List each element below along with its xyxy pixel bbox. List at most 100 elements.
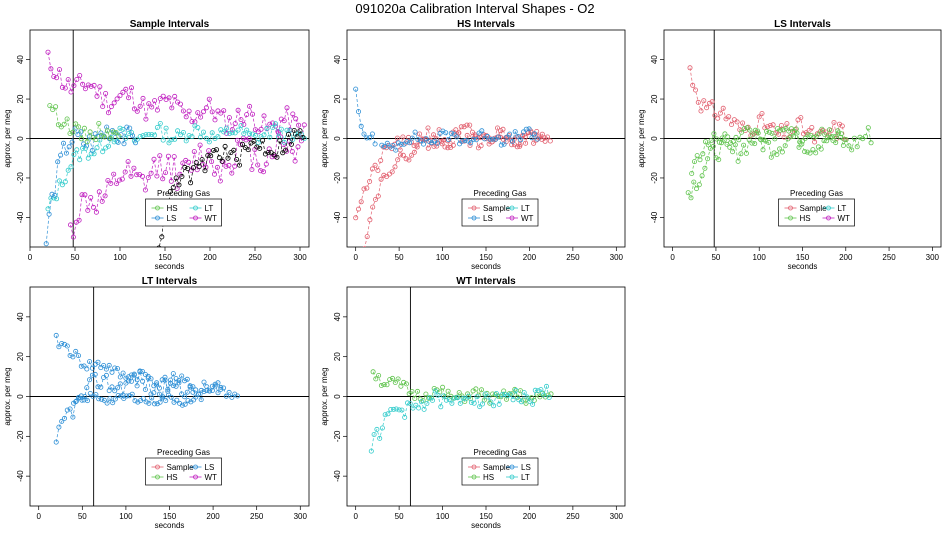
data-point — [390, 142, 396, 148]
data-point — [537, 394, 543, 400]
data-point — [58, 152, 64, 158]
data-point — [797, 139, 803, 145]
data-point — [69, 139, 75, 145]
series-HS — [685, 125, 874, 201]
data-point — [102, 134, 108, 140]
data-point — [162, 170, 168, 176]
data-point — [122, 169, 128, 175]
data-point — [451, 131, 457, 137]
legend-swatch-marker — [193, 215, 198, 221]
series-line — [158, 129, 304, 247]
data-point — [274, 154, 280, 160]
legend-label: WT — [205, 473, 218, 482]
data-point — [232, 163, 238, 169]
data-point — [62, 341, 68, 347]
data-point — [529, 135, 535, 141]
data-point — [412, 129, 418, 135]
y-axis-label: approx. per meg — [637, 109, 646, 167]
legend-swatch-marker — [193, 464, 198, 470]
data-point — [294, 134, 300, 140]
data-point — [412, 395, 418, 401]
data-point — [61, 140, 67, 146]
data-point — [176, 377, 182, 383]
data-point — [355, 206, 361, 212]
data-point — [101, 397, 107, 403]
data-point — [193, 160, 199, 166]
data-point — [212, 117, 218, 123]
data-point — [170, 185, 176, 191]
data-point — [93, 392, 99, 398]
legend-label: HS — [167, 204, 178, 213]
data-point — [776, 131, 782, 137]
panel-5: WT Intervals 0 50 100 150 200 250 300 -40 -20 0 20 4… — [320, 276, 626, 530]
data-point — [831, 120, 837, 126]
data-point — [292, 158, 298, 164]
data-point — [442, 144, 448, 150]
data-point — [260, 169, 266, 175]
data-point — [226, 389, 232, 395]
data-point — [454, 134, 460, 140]
data-point — [134, 383, 140, 389]
data-point — [179, 173, 185, 179]
data-point — [470, 136, 476, 142]
data-point — [78, 363, 84, 369]
x-tick-label: 0 — [28, 253, 33, 262]
data-point — [367, 217, 373, 223]
data-point — [456, 390, 462, 396]
data-point — [843, 137, 849, 143]
data-point — [709, 99, 715, 105]
data-point — [58, 124, 64, 130]
data-point — [221, 385, 227, 391]
data-point — [379, 142, 385, 148]
data-point — [167, 188, 173, 194]
data-point — [113, 129, 119, 135]
data-point — [149, 104, 155, 110]
data-point — [47, 103, 53, 109]
data-point — [703, 139, 709, 145]
data-point — [247, 131, 253, 137]
data-point — [102, 193, 108, 199]
x-tick-label: 300 — [926, 253, 940, 262]
figure-title: 091020a Calibration Interval Shapes - O2 — [355, 1, 594, 16]
series-WT — [68, 128, 301, 240]
data-point — [206, 148, 212, 154]
data-point — [702, 165, 708, 171]
data-point — [293, 116, 299, 122]
data-point — [88, 83, 94, 89]
data-point — [174, 397, 180, 403]
data-point — [381, 172, 387, 178]
data-point — [468, 140, 474, 146]
data-point — [46, 211, 52, 217]
data-point — [55, 159, 61, 165]
legend-label: HS — [800, 214, 811, 223]
data-point — [534, 391, 540, 397]
legend-label: WT — [521, 214, 534, 223]
data-point — [145, 375, 151, 381]
data-point — [104, 124, 110, 130]
data-point — [107, 136, 113, 142]
data-point — [112, 388, 118, 394]
data-point — [216, 155, 222, 161]
data-point — [179, 373, 185, 379]
legend-swatch-marker — [155, 474, 160, 480]
y-tick-label: 20 — [16, 94, 25, 103]
legend-box — [778, 198, 855, 227]
data-point — [45, 49, 51, 55]
data-point — [396, 407, 402, 413]
legend-label: Sample — [483, 463, 511, 472]
legend-swatch-marker — [509, 205, 515, 211]
data-point — [243, 137, 249, 143]
data-point — [485, 394, 491, 400]
data-point — [427, 395, 433, 401]
data-point — [198, 397, 204, 403]
data-point — [498, 142, 504, 148]
data-point — [94, 93, 100, 99]
data-point — [170, 371, 176, 377]
y-tick-label: 0 — [16, 136, 25, 141]
legend-box — [145, 457, 222, 486]
data-point — [115, 385, 121, 391]
data-point — [87, 129, 93, 135]
data-point — [87, 359, 93, 365]
data-point — [425, 145, 431, 151]
data-point — [190, 165, 196, 171]
